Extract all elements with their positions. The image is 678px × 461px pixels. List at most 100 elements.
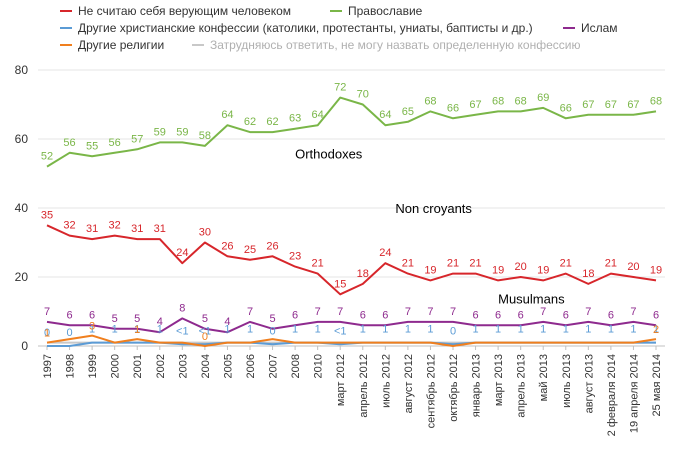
data-label-orthodox: 63 xyxy=(289,113,301,125)
data-label-nonbelievers: 19 xyxy=(424,264,436,276)
data-label-orthodox: 68 xyxy=(515,95,527,107)
legend-label-other-religion: Другие религии xyxy=(78,38,165,52)
legend-item-islam[interactable]: Ислам xyxy=(563,21,618,35)
data-label-other_christian: 1 xyxy=(540,324,546,336)
data-label-other_christian: 1 xyxy=(472,324,478,336)
data-label-orthodox: 64 xyxy=(312,109,324,121)
data-label-orthodox: 68 xyxy=(492,95,504,107)
data-label-other_christian: 1 xyxy=(112,324,118,336)
data-label-other_religion: 1 xyxy=(134,324,140,336)
data-label-nonbelievers: 24 xyxy=(176,247,188,259)
legend-item-other-christian[interactable]: Другие христианские конфессии (католики,… xyxy=(60,21,533,35)
data-label-nonbelievers: 21 xyxy=(560,258,572,270)
data-label-other_christian: 1 xyxy=(653,324,659,336)
data-label-islam: 7 xyxy=(585,306,591,318)
x-tick-label: 2010 xyxy=(313,354,325,378)
legend-label-other-christian: Другие христианские конфессии (католики,… xyxy=(78,21,533,35)
data-label-islam: 7 xyxy=(315,306,321,318)
data-label-orthodox: 66 xyxy=(560,102,572,114)
data-label-nonbelievers: 21 xyxy=(312,258,324,270)
data-label-orthodox: 67 xyxy=(627,99,639,111)
data-label-other_religion: 1 xyxy=(44,328,50,340)
legend-item-nonbelievers[interactable]: Не считаю себя верующим человеком xyxy=(60,4,291,18)
legend: Не считаю себя верующим человеком Правос… xyxy=(0,0,678,60)
data-label-orthodox: 55 xyxy=(86,140,98,152)
data-label-nonbelievers: 21 xyxy=(469,258,481,270)
data-label-islam: 6 xyxy=(66,309,72,321)
data-label-nonbelievers: 24 xyxy=(379,247,391,259)
data-label-other_christian: 0 xyxy=(66,327,72,339)
data-label-islam: 5 xyxy=(269,313,275,325)
data-label-islam: 6 xyxy=(563,309,569,321)
data-label-other_christian: <1 xyxy=(199,325,212,337)
data-label-orthodox: 52 xyxy=(41,151,53,163)
data-label-islam: 6 xyxy=(518,309,524,321)
data-label-other_christian: 1 xyxy=(89,324,95,336)
data-label-other_christian: 1 xyxy=(608,324,614,336)
data-label-islam: 6 xyxy=(495,309,501,321)
data-label-other_christian: 1 xyxy=(630,324,636,336)
legend-swatch-other-religion xyxy=(60,44,72,46)
data-label-other_religion: 0 xyxy=(202,331,208,343)
data-label-nonbelievers: 26 xyxy=(266,240,278,252)
x-tick-label: июль 2012 xyxy=(380,354,392,408)
x-tick-label: апрель 2013 xyxy=(516,354,528,418)
data-label-islam: 6 xyxy=(89,309,95,321)
data-label-nonbelievers: 19 xyxy=(650,264,662,276)
series-line-nonbelievers xyxy=(46,224,657,296)
x-tick-label: 2001 xyxy=(132,354,144,378)
data-label-other_christian: 1 xyxy=(360,324,366,336)
data-label-islam: 6 xyxy=(360,309,366,321)
legend-item-other-religion[interactable]: Другие религии xyxy=(60,38,164,52)
x-tick-label: август 2013 xyxy=(583,354,595,413)
data-label-orthodox: 72 xyxy=(334,82,346,94)
annotation-layer: Orthodoxes Non croyants Musulmans xyxy=(295,147,565,307)
x-tick-label: 2 февраля 2014 xyxy=(606,354,618,436)
data-label-islam: 5 xyxy=(112,313,118,325)
data-label-orthodox: 64 xyxy=(221,109,233,121)
x-tick-label: август 2012 xyxy=(403,354,415,413)
data-label-other_christian: 1 xyxy=(427,324,433,336)
data-label-islam: 7 xyxy=(630,306,636,318)
legend-item-undecided[interactable]: Затрудняюсь ответить, не могу назвать оп… xyxy=(192,38,580,52)
data-label-orthodox: 67 xyxy=(469,99,481,111)
data-label-islam: 7 xyxy=(44,306,50,318)
data-label-nonbelievers: 31 xyxy=(131,223,143,235)
data-label-other_christian: 1 xyxy=(157,324,163,336)
legend-label-nonbelievers: Не считаю себя верующим человеком xyxy=(78,4,292,18)
data-label-islam: 6 xyxy=(608,309,614,321)
x-tick-label: октябрь 2012 xyxy=(448,354,460,422)
data-label-orthodox: 56 xyxy=(109,137,121,149)
data-label-nonbelievers: 20 xyxy=(627,261,639,273)
data-label-other_christian: 1 xyxy=(382,324,388,336)
data-label-nonbelievers: 35 xyxy=(41,209,53,221)
legend-label-undecided: Затрудняюсь ответить, не могу назвать оп… xyxy=(210,38,581,52)
x-tick-label: март 2013 xyxy=(493,354,505,406)
data-label-islam: 7 xyxy=(540,306,546,318)
data-label-other_christian: 1 xyxy=(224,324,230,336)
data-label-islam: 4 xyxy=(157,316,163,328)
data-label-islam: 6 xyxy=(653,309,659,321)
data-label-islam: 8 xyxy=(179,302,185,314)
x-tick-label: 2000 xyxy=(110,354,122,378)
data-label-other_christian: 1 xyxy=(495,324,501,336)
legend-item-orthodox[interactable]: Православие xyxy=(330,4,422,18)
data-label-orthodox: 67 xyxy=(605,99,617,111)
data-label-other_christian: 1 xyxy=(315,324,321,336)
x-tick-label: 2008 xyxy=(290,354,302,378)
data-label-islam: 5 xyxy=(202,313,208,325)
x-tick-label: май 2013 xyxy=(538,354,550,401)
data-label-orthodox: 65 xyxy=(402,106,414,118)
data-label-orthodox: 66 xyxy=(447,102,459,114)
data-label-other_christian: 1 xyxy=(134,324,140,336)
data-label-orthodox: 62 xyxy=(244,116,256,128)
data-label-nonbelievers: 23 xyxy=(289,251,301,263)
data-label-orthodox: 59 xyxy=(176,126,188,138)
x-tick-label: 1997 xyxy=(42,354,54,378)
data-label-nonbelievers: 31 xyxy=(154,223,166,235)
data-label-orthodox: 59 xyxy=(154,126,166,138)
legend-swatch-other-christian xyxy=(60,27,72,29)
y-tick-label: 0 xyxy=(21,339,28,353)
